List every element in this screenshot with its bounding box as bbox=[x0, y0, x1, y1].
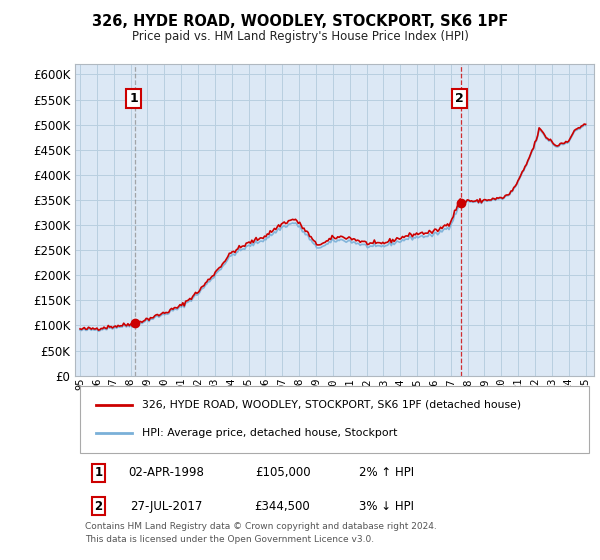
Text: 2: 2 bbox=[94, 500, 103, 513]
Text: 2: 2 bbox=[455, 92, 464, 105]
Text: 326, HYDE ROAD, WOODLEY, STOCKPORT, SK6 1PF (detached house): 326, HYDE ROAD, WOODLEY, STOCKPORT, SK6 … bbox=[142, 399, 521, 409]
FancyBboxPatch shape bbox=[80, 386, 589, 452]
Text: Contains HM Land Registry data © Crown copyright and database right 2024.: Contains HM Land Registry data © Crown c… bbox=[85, 522, 437, 531]
Text: This data is licensed under the Open Government Licence v3.0.: This data is licensed under the Open Gov… bbox=[85, 535, 374, 544]
Text: Price paid vs. HM Land Registry's House Price Index (HPI): Price paid vs. HM Land Registry's House … bbox=[131, 30, 469, 43]
Text: 2% ↑ HPI: 2% ↑ HPI bbox=[359, 466, 414, 479]
Text: £344,500: £344,500 bbox=[255, 500, 310, 513]
Text: 02-APR-1998: 02-APR-1998 bbox=[128, 466, 204, 479]
Text: 1: 1 bbox=[130, 92, 139, 105]
Text: 27-JUL-2017: 27-JUL-2017 bbox=[130, 500, 202, 513]
Text: £105,000: £105,000 bbox=[255, 466, 310, 479]
Text: HPI: Average price, detached house, Stockport: HPI: Average price, detached house, Stoc… bbox=[142, 428, 398, 438]
Text: 326, HYDE ROAD, WOODLEY, STOCKPORT, SK6 1PF: 326, HYDE ROAD, WOODLEY, STOCKPORT, SK6 … bbox=[92, 14, 508, 29]
Text: 3% ↓ HPI: 3% ↓ HPI bbox=[359, 500, 414, 513]
Text: 1: 1 bbox=[94, 466, 103, 479]
